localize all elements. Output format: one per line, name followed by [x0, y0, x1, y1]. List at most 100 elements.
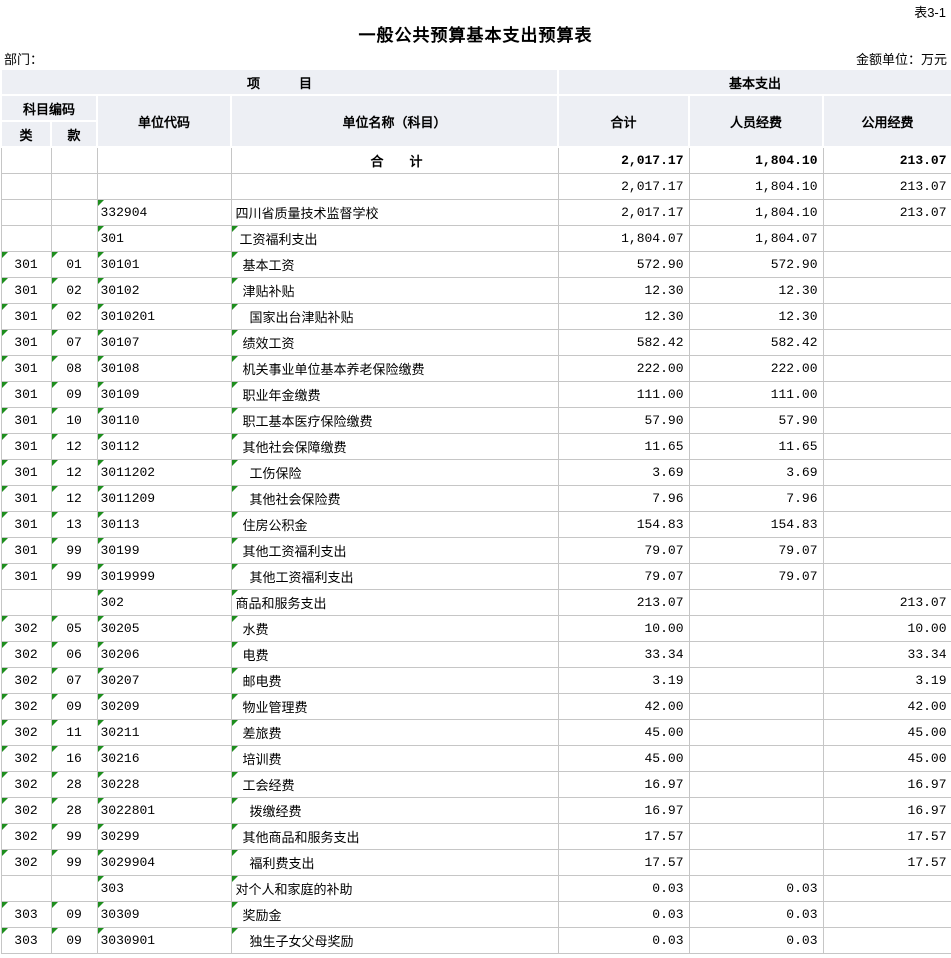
cell-unit-code[interactable]: 30206 — [96, 641, 232, 668]
cell-unit-name[interactable]: 商品和服务支出 — [230, 589, 559, 616]
cell-total[interactable]: 12.30 — [557, 303, 690, 330]
cell-total[interactable]: 222.00 — [557, 355, 690, 382]
cell-item-code[interactable]: 12 — [50, 433, 98, 460]
cell-public[interactable] — [822, 355, 951, 382]
cell-item-code[interactable]: 05 — [50, 615, 98, 642]
cell-unit-code[interactable]: 30110 — [96, 407, 232, 434]
cell-public[interactable] — [822, 511, 951, 538]
cell-total[interactable]: 17.57 — [557, 849, 690, 876]
cell-class-code[interactable]: 303 — [0, 927, 52, 954]
cell-total[interactable]: 11.65 — [557, 433, 690, 460]
cell-unit-name[interactable] — [230, 173, 559, 200]
cell-unit-name[interactable]: 水费 — [230, 615, 559, 642]
cell-item-code[interactable]: 09 — [50, 901, 98, 928]
cell-public[interactable]: 17.57 — [822, 849, 951, 876]
cell-public[interactable]: 45.00 — [822, 719, 951, 746]
cell-class-code[interactable]: 301 — [0, 355, 52, 382]
cell-unit-code[interactable]: 30207 — [96, 667, 232, 694]
cell-item-code[interactable]: 09 — [50, 381, 98, 408]
cell-unit-name[interactable]: 培训费 — [230, 745, 559, 772]
cell-personnel[interactable]: 1,804.10 — [688, 173, 824, 200]
cell-total[interactable]: 2,017.17 — [557, 173, 690, 200]
cell-public[interactable] — [822, 303, 951, 330]
cell-unit-code[interactable]: 3029904 — [96, 849, 232, 876]
cell-total[interactable]: 45.00 — [557, 719, 690, 746]
cell-unit-name[interactable]: 绩效工资 — [230, 329, 559, 356]
cell-item-code[interactable]: 99 — [50, 537, 98, 564]
cell-total[interactable]: 154.83 — [557, 511, 690, 538]
cell-unit-code[interactable]: 30205 — [96, 615, 232, 642]
cell-unit-code[interactable]: 302 — [96, 589, 232, 616]
cell-item-code[interactable]: 07 — [50, 667, 98, 694]
cell-personnel[interactable] — [688, 693, 824, 720]
cell-unit-code[interactable] — [96, 146, 232, 174]
cell-unit-code[interactable]: 30228 — [96, 771, 232, 798]
cell-class-code[interactable]: 301 — [0, 329, 52, 356]
cell-class-code[interactable]: 302 — [0, 823, 52, 850]
cell-public[interactable] — [822, 407, 951, 434]
cell-public[interactable]: 42.00 — [822, 693, 951, 720]
cell-total[interactable]: 12.30 — [557, 277, 690, 304]
cell-personnel[interactable]: 79.07 — [688, 537, 824, 564]
cell-public[interactable] — [822, 277, 951, 304]
cell-class-code[interactable]: 301 — [0, 381, 52, 408]
cell-item-code[interactable]: 06 — [50, 641, 98, 668]
cell-total[interactable]: 572.90 — [557, 251, 690, 278]
cell-item-code[interactable] — [50, 225, 98, 252]
cell-class-code[interactable]: 302 — [0, 797, 52, 824]
cell-unit-code[interactable]: 30209 — [96, 693, 232, 720]
cell-unit-code[interactable] — [96, 173, 232, 200]
cell-public[interactable]: 17.57 — [822, 823, 951, 850]
cell-personnel[interactable]: 1,804.10 — [688, 199, 824, 226]
cell-public[interactable]: 10.00 — [822, 615, 951, 642]
cell-public[interactable] — [822, 433, 951, 460]
cell-unit-code[interactable]: 30101 — [96, 251, 232, 278]
cell-public[interactable]: 16.97 — [822, 797, 951, 824]
cell-unit-code[interactable]: 30109 — [96, 381, 232, 408]
cell-personnel[interactable]: 0.03 — [688, 927, 824, 954]
cell-personnel[interactable] — [688, 719, 824, 746]
header-project-group[interactable]: 项 目 — [0, 68, 560, 96]
cell-unit-name[interactable]: 工资福利支出 — [230, 225, 559, 252]
cell-item-code[interactable]: 09 — [50, 927, 98, 954]
cell-unit-name[interactable]: 拨缴经费 — [230, 797, 559, 824]
cell-unit-name[interactable]: 其他商品和服务支出 — [230, 823, 559, 850]
cell-total[interactable]: 213.07 — [557, 589, 690, 616]
cell-class-code[interactable]: 302 — [0, 693, 52, 720]
cell-item-code[interactable] — [50, 589, 98, 616]
cell-personnel[interactable] — [688, 745, 824, 772]
cell-item-code[interactable]: 99 — [50, 823, 98, 850]
cell-class-code[interactable]: 301 — [0, 459, 52, 486]
cell-unit-name[interactable]: 工伤保险 — [230, 459, 559, 486]
cell-personnel[interactable]: 12.30 — [688, 277, 824, 304]
cell-class-code[interactable]: 301 — [0, 563, 52, 590]
cell-class-code[interactable]: 303 — [0, 901, 52, 928]
cell-personnel[interactable] — [688, 589, 824, 616]
cell-personnel[interactable] — [688, 667, 824, 694]
cell-total[interactable]: 79.07 — [557, 537, 690, 564]
cell-class-code[interactable]: 301 — [0, 511, 52, 538]
cell-unit-code[interactable]: 3019999 — [96, 563, 232, 590]
cell-item-code[interactable]: 16 — [50, 745, 98, 772]
cell-public[interactable]: 213.07 — [822, 589, 951, 616]
cell-unit-code[interactable]: 3011209 — [96, 485, 232, 512]
cell-public[interactable] — [822, 563, 951, 590]
cell-personnel[interactable] — [688, 615, 824, 642]
cell-class-code[interactable]: 302 — [0, 667, 52, 694]
cell-unit-code[interactable]: 30299 — [96, 823, 232, 850]
cell-class-code[interactable]: 301 — [0, 277, 52, 304]
cell-class-code[interactable]: 302 — [0, 615, 52, 642]
cell-unit-name[interactable]: 其他工资福利支出 — [230, 563, 559, 590]
cell-total[interactable]: 111.00 — [557, 381, 690, 408]
cell-item-code[interactable]: 28 — [50, 771, 98, 798]
header-class-col[interactable]: 类 — [0, 120, 52, 148]
cell-total[interactable]: 0.03 — [557, 901, 690, 928]
cell-unit-name[interactable]: 其他工资福利支出 — [230, 537, 559, 564]
cell-total[interactable]: 1,804.07 — [557, 225, 690, 252]
cell-item-code[interactable]: 02 — [50, 303, 98, 330]
cell-total[interactable]: 2,017.17 — [557, 146, 690, 174]
cell-unit-code[interactable]: 30107 — [96, 329, 232, 356]
cell-personnel[interactable]: 7.96 — [688, 485, 824, 512]
cell-total[interactable]: 57.90 — [557, 407, 690, 434]
cell-item-code[interactable]: 13 — [50, 511, 98, 538]
